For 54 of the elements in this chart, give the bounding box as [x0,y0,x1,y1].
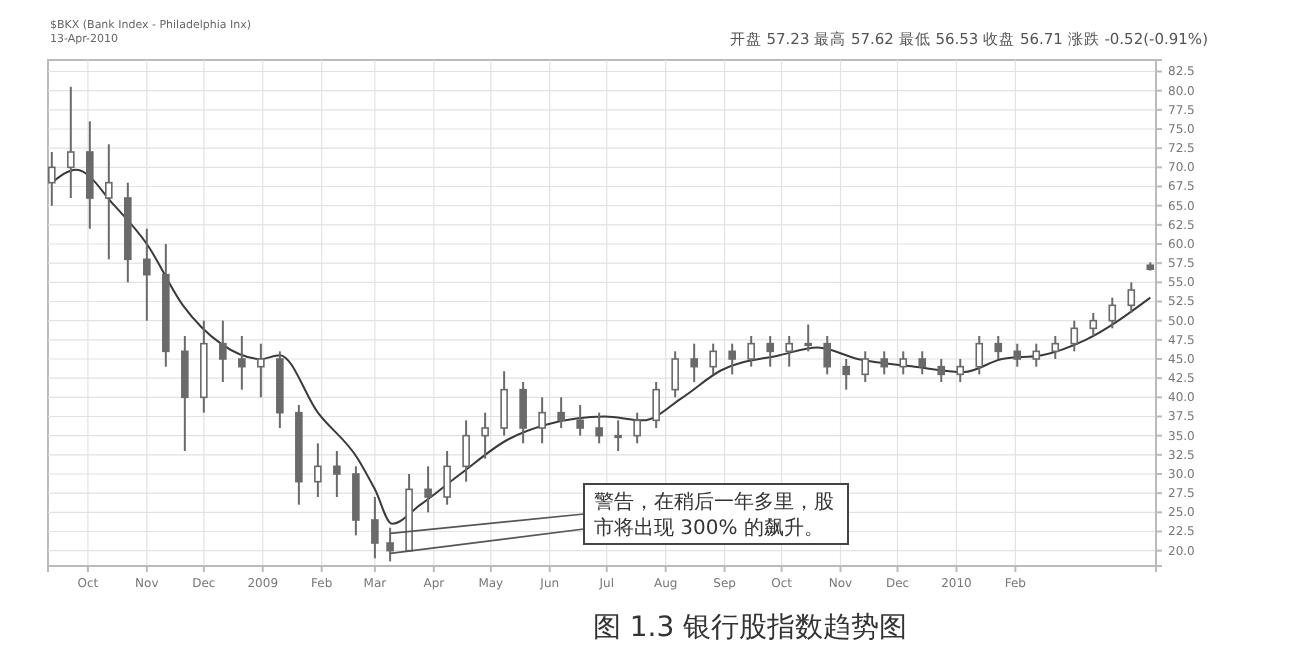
candlestick [557,396,565,429]
candlestick [728,342,736,376]
candlestick [1051,335,1060,360]
candlestick [1108,296,1117,330]
candlestick [614,419,622,452]
candlestick [1089,312,1098,337]
candlestick [709,342,717,376]
candlestick [371,496,379,560]
candlestick [181,335,189,452]
candlestick [861,350,870,383]
candlestick [956,358,965,383]
candlestick [424,465,432,514]
candlestick [67,85,75,199]
candlestick [690,342,698,383]
candlestick [747,335,755,368]
candlestick [766,335,774,368]
candlestick [238,335,246,391]
candlestick [823,335,832,376]
candlestick [899,350,908,376]
candlestick [785,335,793,368]
candlestick [500,370,508,437]
candlestick [1032,342,1041,368]
candlestick [219,319,227,383]
candlestick [1127,281,1136,314]
candlestick [880,350,889,376]
candlestick [143,227,151,322]
candlestick [576,404,584,437]
candlestick [595,411,603,445]
candlestick [352,465,360,537]
annotation: 警告，在稍后一年多里，股市将出现 300% 的飙升。 [594,490,834,540]
candlestick [386,526,394,563]
candlestick [314,442,322,498]
candlestick [937,358,946,383]
candlestick [257,342,265,399]
candlestick [538,396,546,445]
candlestick [918,350,927,376]
candlestick [652,381,660,429]
candlestick [994,335,1003,360]
candlestick [804,323,813,353]
candlestick [481,411,489,460]
candlestick [105,143,113,261]
candlestick [1013,342,1022,368]
candlestick [333,450,341,498]
text: 图 1.3 银行股指数趋势图 [592,612,908,644]
candlestick [842,358,851,391]
candlestick [462,419,470,483]
candlestick [975,335,984,376]
candlestick [48,151,56,207]
candlestick [1070,319,1079,353]
candlestick [443,450,451,506]
candlestick [671,350,679,399]
candlestick [519,381,527,445]
candlestick [86,120,94,230]
candlestick [633,411,641,445]
